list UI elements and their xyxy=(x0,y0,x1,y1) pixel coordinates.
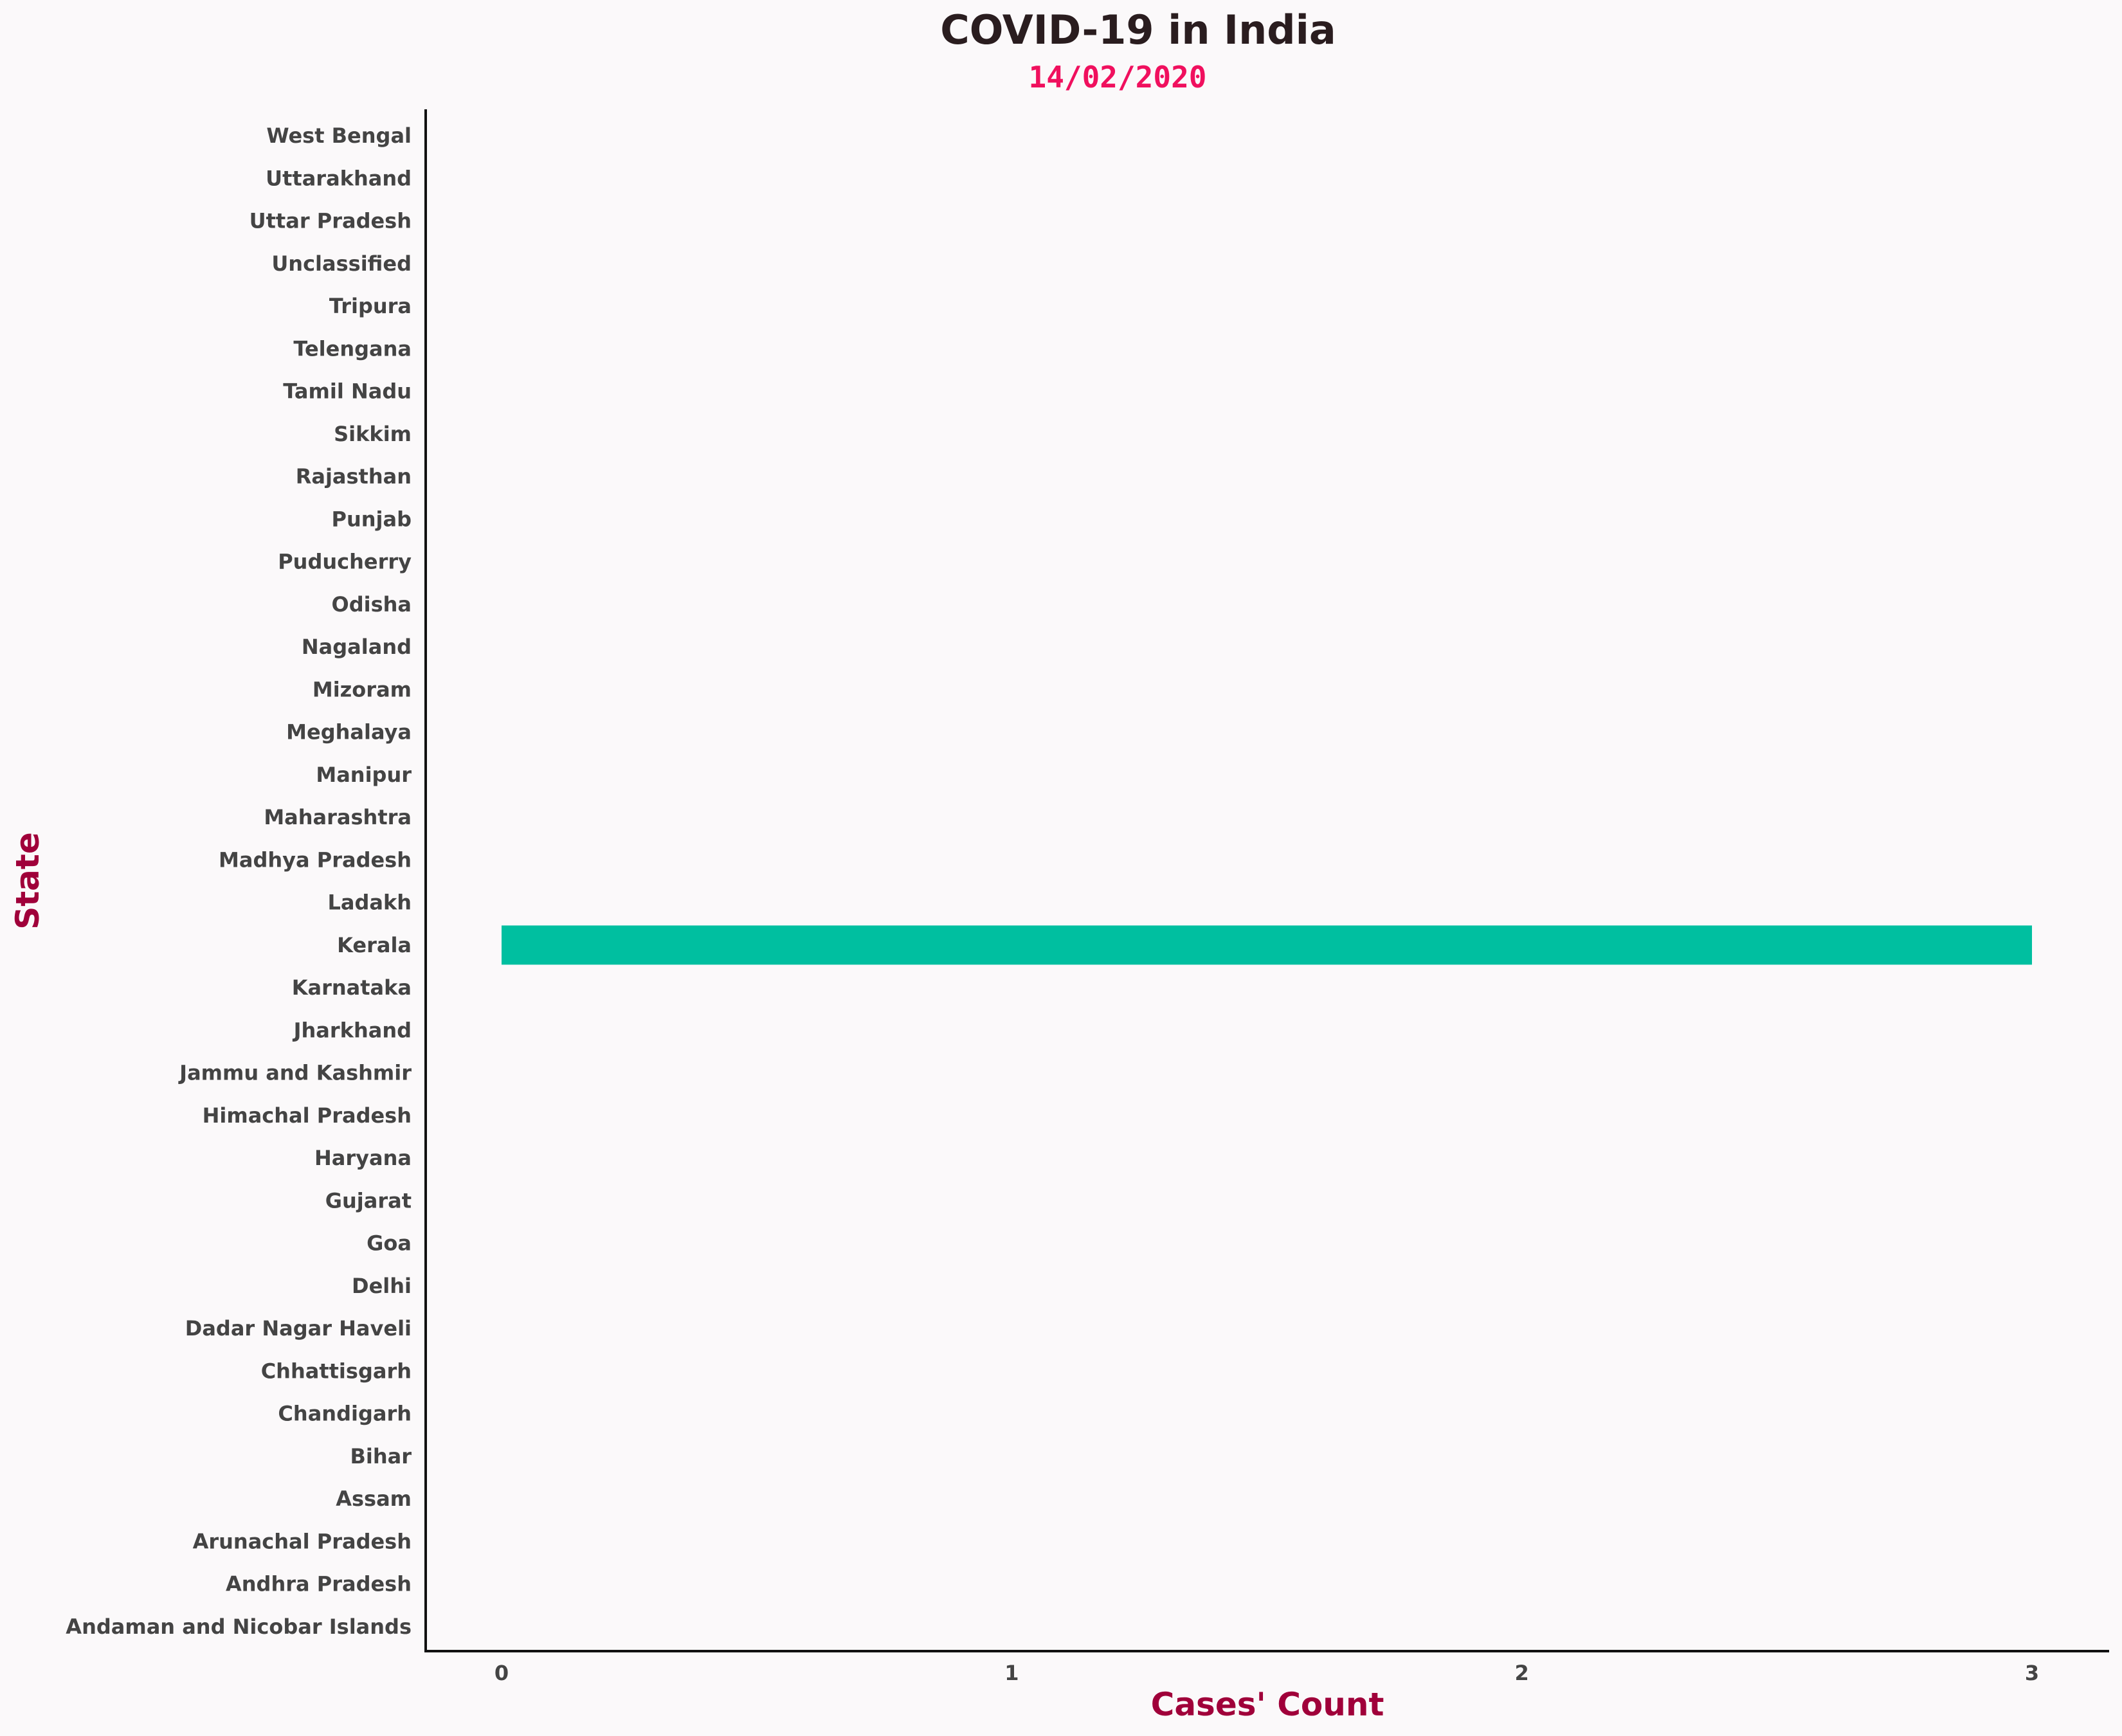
y-tick-label-meghalaya: Meghalaya xyxy=(286,720,412,745)
y-tick-label-bihar: Bihar xyxy=(350,1444,412,1469)
y-tick-label-manipur: Manipur xyxy=(316,763,412,787)
y-tick-label-puducherry: Puducherry xyxy=(278,550,412,574)
y-tick-label-nagaland: Nagaland xyxy=(302,635,412,659)
y-tick-label-tripura: Tripura xyxy=(329,294,412,318)
chart-subtitle: 14/02/2020 xyxy=(1029,60,1207,95)
y-tick-label-gujarat: Gujarat xyxy=(325,1188,412,1213)
x-tick-labels: 0 1 2 3 xyxy=(494,1661,2039,1685)
y-tick-label-jammu-and-kashmir: Jammu and Kashmir xyxy=(178,1061,412,1085)
y-tick-label-maharashtra: Maharashtra xyxy=(264,805,412,829)
y-tick-label-madhya-pradesh: Madhya Pradesh xyxy=(219,847,412,872)
y-tick-label-delhi: Delhi xyxy=(352,1274,412,1298)
y-tick-label-arunachal-pradesh: Arunachal Pradesh xyxy=(193,1529,412,1553)
y-tick-label-west-bengal: West Bengal xyxy=(266,123,412,148)
y-tick-label-andaman-and-nicobar-islands: Andaman and Nicobar Islands xyxy=(66,1614,412,1639)
y-tick-label-andhra-pradesh: Andhra Pradesh xyxy=(226,1572,412,1596)
y-tick-label-unclassified: Unclassified xyxy=(271,251,412,276)
y-tick-label-karnataka: Karnataka xyxy=(292,975,412,1000)
y-tick-label-sikkim: Sikkim xyxy=(334,422,412,446)
y-tick-label-punjab: Punjab xyxy=(332,507,412,531)
bars xyxy=(502,925,2032,965)
y-tick-label-odisha: Odisha xyxy=(332,592,412,617)
y-tick-label-himachal-pradesh: Himachal Pradesh xyxy=(203,1103,412,1128)
x-tick-label-0: 0 xyxy=(494,1661,509,1685)
bar-kerala xyxy=(502,925,2032,965)
y-tick-label-kerala: Kerala xyxy=(337,933,412,957)
y-tick-label-goa: Goa xyxy=(367,1231,412,1256)
x-tick-label-1: 1 xyxy=(1004,1661,1019,1685)
x-axis-label: Cases' Count xyxy=(1151,1686,1384,1723)
y-tick-label-chhattisgarh: Chhattisgarh xyxy=(261,1359,412,1383)
y-axis-label: State xyxy=(9,832,46,929)
y-tick-label-dadar-nagar-haveli: Dadar Nagar Haveli xyxy=(185,1316,412,1341)
y-tick-labels: Andaman and Nicobar Islands Andhra Prades… xyxy=(66,123,412,1639)
y-tick-label-chandigarh: Chandigarh xyxy=(278,1402,412,1426)
y-tick-label-jharkhand: Jharkhand xyxy=(293,1018,412,1042)
y-tick-label-telengana: Telengana xyxy=(293,336,412,361)
y-tick-label-uttar-pradesh: Uttar Pradesh xyxy=(249,209,412,233)
x-tick-label-2: 2 xyxy=(1515,1661,1529,1685)
y-tick-label-rajasthan: Rajasthan xyxy=(296,464,412,489)
y-tick-label-ladakh: Ladakh xyxy=(327,891,412,915)
y-tick-label-assam: Assam xyxy=(336,1487,412,1511)
y-tick-label-mizoram: Mizoram xyxy=(313,677,412,701)
y-tick-label-haryana: Haryana xyxy=(314,1146,412,1170)
chart-title: COVID-19 in India xyxy=(940,6,1336,53)
y-tick-label-uttarakhand: Uttarakhand xyxy=(266,166,412,190)
x-tick-label-3: 3 xyxy=(2025,1661,2039,1685)
y-tick-label-tamil-nadu: Tamil Nadu xyxy=(283,379,412,404)
